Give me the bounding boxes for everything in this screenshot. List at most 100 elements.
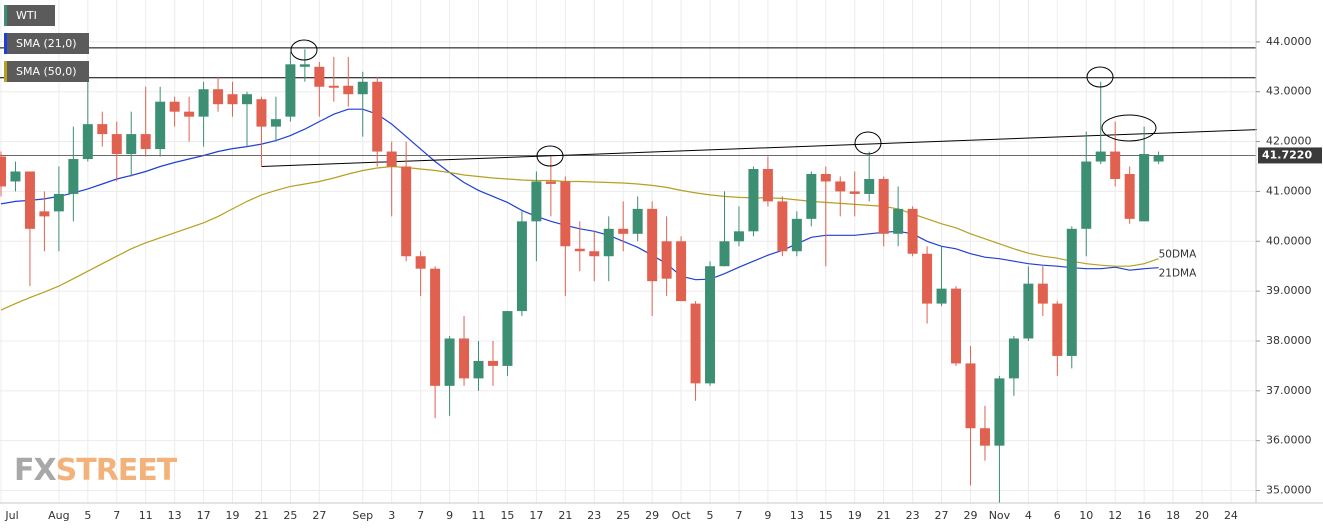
candle-body <box>487 360 498 366</box>
candle-body <box>893 208 904 234</box>
highlight-circle <box>536 145 564 167</box>
candle-body <box>849 191 860 194</box>
candle-body <box>1095 151 1106 162</box>
x-tick-label: 29 <box>963 509 977 522</box>
candle-body <box>10 171 21 182</box>
candle-body <box>1153 155 1164 162</box>
x-tick-label: 21 <box>877 509 891 522</box>
candle-body <box>516 221 527 312</box>
legend-swatch <box>4 33 7 54</box>
candle-body <box>270 119 281 127</box>
candle-body <box>806 173 817 219</box>
x-tick-label: 17 <box>529 509 543 522</box>
trendline <box>261 129 1258 168</box>
candle-body <box>502 311 513 366</box>
x-tick-label: 5 <box>707 509 714 522</box>
indicator-label: 21DMA <box>1159 268 1198 280</box>
candle-body <box>430 268 441 386</box>
indicator-line <box>0 165 1159 311</box>
candle-body <box>936 288 947 304</box>
x-tick-label: 21 <box>558 509 572 522</box>
candle-body <box>979 428 990 446</box>
candle-body <box>1008 338 1019 379</box>
y-tick-label: 43.0000 <box>1266 85 1312 98</box>
candle-body <box>241 94 252 105</box>
legend-swatch <box>4 5 7 26</box>
candle-body <box>589 251 600 257</box>
last-price-label: 41.7220 <box>1262 148 1312 161</box>
candle-body <box>1023 283 1034 339</box>
last-price-tag <box>1258 147 1322 164</box>
legend-swatch <box>4 61 7 82</box>
highlight-ellipse <box>1101 114 1157 142</box>
grid <box>0 0 1256 503</box>
candle-body <box>473 360 484 379</box>
candle-body <box>618 228 629 234</box>
candle-body <box>1139 154 1150 222</box>
candle-body <box>155 101 166 150</box>
candle-body <box>53 193 64 212</box>
candle-body <box>762 168 773 202</box>
legend-box <box>4 33 89 54</box>
x-tick-label: 25 <box>283 509 297 522</box>
highlight-circle <box>290 39 318 61</box>
x-tick-label: 27 <box>312 509 326 522</box>
candle-body <box>1124 173 1135 219</box>
candle-body <box>994 378 1005 446</box>
x-tick-label: 7 <box>735 509 742 522</box>
legend-box <box>4 5 55 26</box>
x-tick-label: Aug <box>48 509 69 522</box>
x-tick-label: Sep <box>352 509 373 522</box>
x-tick-label: 21 <box>254 509 268 522</box>
y-tick-label: 35.0000 <box>1266 484 1312 497</box>
candle-body <box>748 168 759 232</box>
x-tick-label: 13 <box>790 509 804 522</box>
candle-body <box>68 159 79 194</box>
candle-body <box>415 256 426 269</box>
legend-label: SMA (50,0) <box>16 65 77 78</box>
candle-body <box>531 181 542 222</box>
candle-body <box>733 231 744 242</box>
candle-body <box>1037 283 1048 304</box>
x-tick-label: 5 <box>84 509 91 522</box>
candle-body <box>907 208 918 254</box>
candle-body <box>386 151 397 167</box>
y-tick-label: 41.0000 <box>1266 184 1312 197</box>
x-tick-label: Jul <box>4 509 18 522</box>
x-tick-label: 29 <box>645 509 659 522</box>
x-tick-label: 27 <box>935 509 949 522</box>
indicator-label: 50DMA <box>1159 249 1198 261</box>
candle-body <box>676 241 687 302</box>
x-tick-label: 16 <box>1137 509 1151 522</box>
candle-body <box>951 288 962 364</box>
x-tick-label: Nov <box>989 509 1011 522</box>
x-tick-label: 24 <box>1224 509 1238 522</box>
watermark-part: STREET <box>56 453 178 488</box>
x-tick-label: 9 <box>446 509 453 522</box>
candle-body <box>111 134 122 155</box>
plot <box>0 47 1258 503</box>
x-tick-label: 9 <box>764 509 771 522</box>
candle-body <box>372 81 383 152</box>
candle-body <box>328 85 339 88</box>
candle-body <box>878 178 889 234</box>
x-tick-label: 11 <box>472 509 486 522</box>
y-tick-label: 37.0000 <box>1266 384 1312 397</box>
legend-label: WTI <box>16 9 37 22</box>
candle-body <box>1110 151 1121 179</box>
highlight-circle <box>1086 66 1114 88</box>
legend-box <box>4 61 89 82</box>
candle-body <box>198 89 209 117</box>
x-tick-label: 23 <box>906 509 920 522</box>
x-tick-label: 13 <box>168 509 182 522</box>
candle-body <box>1052 303 1063 356</box>
x-tick-label: 17 <box>197 509 211 522</box>
x-tick-label: 19 <box>848 509 862 522</box>
y-tick-label: 38.0000 <box>1266 334 1312 347</box>
candle-body <box>357 81 368 95</box>
candle-body <box>705 266 716 384</box>
candle-body <box>0 156 6 187</box>
